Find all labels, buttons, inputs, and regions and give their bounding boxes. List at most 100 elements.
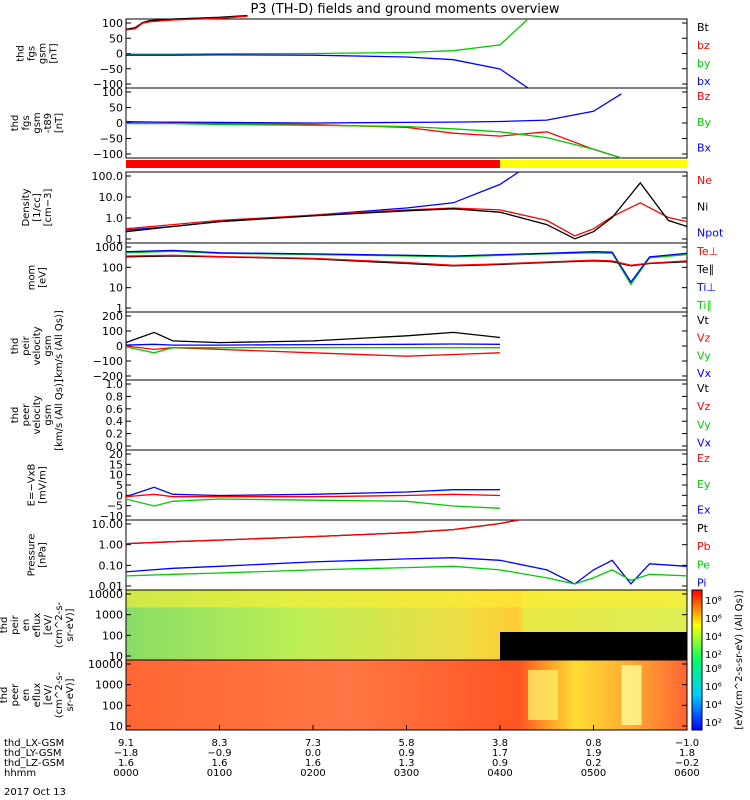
y-axis-label: E=−VxB[mV/m] xyxy=(27,464,49,507)
y-tick-label: 10.0 xyxy=(99,191,124,204)
y-axis-label-line: en xyxy=(21,619,32,632)
panel-frame xyxy=(125,449,688,521)
legend-Vy: Vy xyxy=(697,418,711,431)
y-axis-label-line: fgs xyxy=(27,46,38,61)
panel-frame xyxy=(125,311,688,381)
y-tick-label: 100 xyxy=(102,629,123,642)
x-row-label: thd_LY-GSM xyxy=(4,748,61,759)
y-axis-label-line: E=−VxB xyxy=(27,464,38,507)
y-tick-label: 50 xyxy=(109,32,123,45)
x-tick-label: 1.9 xyxy=(586,748,602,759)
series-Pe xyxy=(125,565,688,585)
y-tick-label: −100 xyxy=(93,355,123,368)
plot-title: P3 (TH-D) fields and ground moments over… xyxy=(250,2,559,17)
panel-frame xyxy=(125,379,688,451)
legend-Ex: Ex xyxy=(697,504,711,517)
y-axis-label-line: velocity xyxy=(32,395,43,434)
y-axis-label-line: velocity xyxy=(32,326,43,365)
series-by xyxy=(126,18,529,55)
panel-9: 10000 1000 100 10 thdpeireneflux[eV/(cm^2-s-… xyxy=(0,588,688,663)
y-axis-label-line: thd xyxy=(0,617,10,634)
y-tick-label: 100.0 xyxy=(92,170,124,183)
x-tick-label: 3.8 xyxy=(492,738,508,749)
y-tick-label: 10.00 xyxy=(92,518,124,531)
y-axis-label-line: eflux xyxy=(32,613,43,638)
mode-bar xyxy=(126,160,687,168)
x-tick-label: 9.1 xyxy=(118,738,134,749)
y-tick-label: −100 xyxy=(93,148,123,161)
x-tick-label: 1.3 xyxy=(399,758,415,769)
series-Npot xyxy=(125,171,520,231)
y-tick-label: 0.4 xyxy=(106,415,124,428)
y-tick-label: 0.10 xyxy=(99,559,124,572)
y-tick-label: −100 xyxy=(93,78,123,91)
y-axis-label-line: gsm xyxy=(32,112,43,133)
x-tick-label: 1.6 xyxy=(305,758,321,769)
legend-Ey: Ey xyxy=(697,478,711,491)
y-tick-label: 0.01 xyxy=(99,580,124,593)
colorbar-tick: 10⁴ xyxy=(705,632,722,643)
x-tick-label: 0500 xyxy=(581,768,606,779)
legend-Vz: Vz xyxy=(697,332,711,345)
legend-Pb: Pb xyxy=(697,540,711,553)
x-tick-label: 0400 xyxy=(487,768,512,779)
legend-bx: bx xyxy=(697,75,711,88)
legend-Npot: Npot xyxy=(697,227,724,240)
y-tick-label: −10 xyxy=(100,510,123,523)
y-tick-label: 1 xyxy=(116,302,123,315)
series-Ez xyxy=(125,493,501,498)
x-row-label: thd_LZ-GSM xyxy=(4,758,65,769)
series-Vt xyxy=(125,331,501,344)
x-tick-label: 0.8 xyxy=(586,738,602,749)
y-axis-label: Density[1/cc][cm−3] xyxy=(21,188,54,226)
y-tick-label: 1000 xyxy=(95,241,123,254)
y-tick-label: 0.6 xyxy=(106,403,124,416)
legend-Vx: Vx xyxy=(697,367,712,380)
y-tick-label: 100 xyxy=(102,699,123,712)
y-axis-label: thdpeireneflux[eV/(cm^2-s-sr-eV)] xyxy=(0,601,76,648)
y-tick-label: 0 xyxy=(116,48,123,61)
colorbar-tick: 10⁴ xyxy=(705,700,722,711)
x-tick-label: 0300 xyxy=(394,768,419,779)
y-axis-label: thdfgsgsm[nT] xyxy=(16,43,60,64)
high-energy-band xyxy=(126,590,687,608)
x-tick-label: 0.9 xyxy=(399,748,415,759)
series-Vy xyxy=(125,346,500,354)
y-axis-label-line: [eV/ xyxy=(43,684,54,705)
y-tick-label: 10 xyxy=(109,650,123,663)
y-axis-label-line: peer xyxy=(10,683,21,707)
y-axis-label-line: [nT] xyxy=(54,113,65,133)
y-axis-label-line: [km/s (All Qs)] xyxy=(54,379,65,451)
legend-Pe: Pe xyxy=(697,558,710,571)
y-axis-label-line: Pressure xyxy=(27,534,38,577)
series-Ti⊥ xyxy=(125,249,688,284)
x-tick-label: 1.8 xyxy=(679,748,695,759)
legend-Bz: Bz xyxy=(697,90,711,103)
x-tick-label: 1.6 xyxy=(212,758,228,769)
y-axis-label-line: (cm^2-s- xyxy=(54,671,65,718)
legend-Vt: Vt xyxy=(697,314,710,327)
x-tick-label: 0600 xyxy=(674,768,699,779)
y-axis-label-line: sr-eV)] xyxy=(65,608,76,641)
spectrogram-image xyxy=(126,660,687,730)
colorbar-tick: 10² xyxy=(705,718,722,729)
y-tick-label: −200 xyxy=(93,370,123,383)
y-tick-label: 1000 xyxy=(95,609,123,622)
y-tick-label: 50 xyxy=(109,102,123,115)
y-axis-label-line: peir xyxy=(21,335,32,355)
y-axis-label: thdfgsgsm-t89[nT] xyxy=(10,112,65,133)
y-axis-label-line: gsm xyxy=(43,335,54,356)
legend-Pi: Pi xyxy=(697,577,706,590)
legend-Vx: Vx xyxy=(697,437,712,450)
y-axis-label-line: thd xyxy=(10,338,21,355)
y-tick-label: 1.0 xyxy=(106,212,124,225)
y-axis-label-line: en xyxy=(21,689,32,702)
series-Ne xyxy=(125,202,688,237)
y-tick-label: 15 xyxy=(109,458,123,471)
legend-Bt: Bt xyxy=(697,21,710,34)
colorbar-label: [eV/(cm^2-s-sr-eV) (All Qs)] xyxy=(734,590,745,729)
panel-4: 1000 100 10 1 mom[eV] Te⊥ Te∥ Ti⊥ Ti∥ xyxy=(27,241,719,315)
y-tick-label: 100 xyxy=(102,17,123,30)
series-Vx xyxy=(125,343,501,346)
